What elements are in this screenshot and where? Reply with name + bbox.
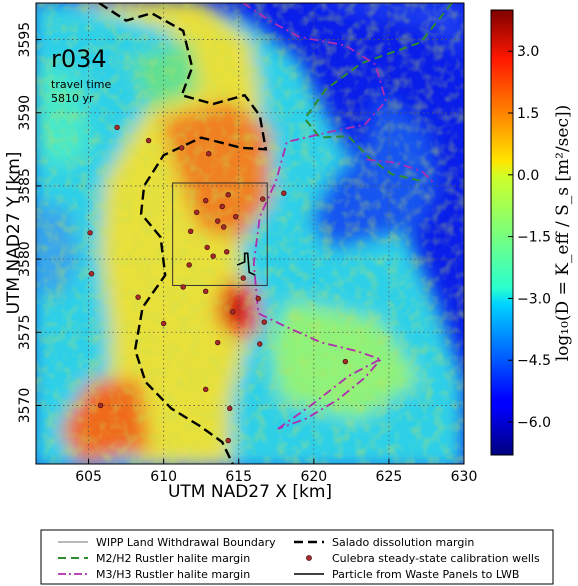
calibration-well-point: [215, 339, 221, 346]
colorbar-tick-label: −1.5: [517, 230, 551, 246]
calibration-well-point: [178, 145, 185, 151]
calibration-well-point: [202, 197, 209, 204]
calibration-well-point: [224, 249, 230, 255]
x-tick-label: 620: [300, 469, 327, 485]
m2h2-margin-line: [303, 3, 453, 183]
legend-label: Culebra steady-state calibration wells: [332, 552, 540, 565]
legend-label: M2/H2 Rustler halite margin: [96, 552, 250, 565]
calibration-well-point: [227, 405, 233, 412]
calibration-well-point: [114, 124, 120, 131]
x-tick-label: 625: [376, 469, 403, 485]
particle-path: [236, 252, 256, 276]
colorbar-tick-label: −3.0: [517, 291, 551, 307]
colorbar-title: log₁₀(D = K_eff / S_s [m²/sec]): [553, 105, 573, 362]
calibration-well-point: [225, 437, 231, 444]
salado-margin-line: [98, 3, 268, 464]
colorbar-ticks: 3.0 1.5 0.0 −1.5 −3.0 −4.5 −6.0: [508, 44, 551, 431]
y-tick-label: 3595: [17, 22, 33, 58]
calibration-well-point: [204, 244, 210, 251]
calibration-well-point: [87, 230, 93, 236]
legend-swatch: [306, 555, 312, 561]
wipp-boundary: [172, 182, 268, 286]
y-axis-ticks: 3570 3575 3580 3585 3590 3595: [17, 22, 41, 424]
y-tick-label: 3585: [17, 168, 33, 204]
x-axis-title: UTM NAD27 X [km]: [168, 482, 332, 502]
travel-time-value: 5810 yr: [51, 92, 94, 105]
calibration-well-point: [88, 271, 95, 277]
calibration-well-point: [261, 319, 267, 325]
legend-label: Salado dissolution margin: [332, 536, 474, 549]
calibration-well-point: [202, 288, 209, 295]
colorbar-tick-label: 3.0: [517, 44, 539, 60]
heatmap-texture: [36, 3, 464, 464]
calibration-well-point: [186, 262, 192, 268]
m3h3-margin-lower: [277, 357, 383, 430]
travel-time-label: travel time: [51, 78, 111, 91]
y-tick-label: 3590: [17, 95, 33, 131]
legend-label: WIPP Land Withdrawal Boundary: [96, 536, 276, 549]
colorbar-tick-label: 1.5: [517, 106, 539, 122]
calibration-well-point: [193, 209, 200, 215]
y-tick-label: 3580: [17, 241, 33, 277]
legend-box: [40, 529, 554, 585]
m3h3-margin-line: [242, 3, 387, 361]
calibration-well-point: [255, 295, 261, 302]
x-tick-label: 610: [150, 469, 177, 485]
y-axis-title: UTM NAD27 Y [km]: [4, 152, 24, 315]
calibration-well-point: [135, 294, 141, 300]
x-tick-label: 605: [75, 469, 102, 485]
colorbar: [490, 9, 514, 456]
calibration-well-point: [281, 190, 287, 196]
calibration-well-point: [210, 253, 216, 259]
legend: WIPP Land Withdrawal Boundary M2/H2 Rustl…: [58, 536, 540, 581]
calibration-well-point: [145, 137, 152, 144]
calibration-well-point: [257, 341, 263, 347]
plot-frame: [35, 2, 465, 465]
grid-lines: [36, 3, 464, 464]
legend-label: M3/H3 Rustler halite margin: [96, 568, 250, 581]
calibration-well-point: [180, 284, 186, 290]
calibration-well-point: [230, 309, 236, 315]
run-label: r034: [51, 45, 107, 73]
calibration-well-point: [233, 213, 239, 220]
y-tick-label: 3570: [17, 388, 33, 424]
colorbar-tick-label: −6.0: [517, 415, 551, 431]
y-tick-label: 3575: [17, 314, 33, 350]
calibration-well-point: [240, 275, 246, 281]
legend-label: Particle from Waste Panels to LWB: [332, 568, 519, 581]
heatmap-field: [36, 3, 464, 464]
calibration-well-point: [187, 228, 194, 235]
x-axis-ticks: 605 610 615 620 625 630: [75, 459, 477, 485]
calibration-well-point: [202, 386, 209, 393]
calibration-well-point: [206, 151, 212, 157]
map-overlays: [87, 3, 453, 464]
calibration-well-point: [221, 224, 227, 230]
m3h3-margin-upper: [366, 158, 435, 184]
calibration-well-point: [215, 218, 221, 224]
x-tick-label: 630: [451, 469, 478, 485]
colorbar-tick-label: 0.0: [517, 168, 539, 184]
calibration-well-point: [342, 358, 349, 365]
x-tick-label: 615: [225, 469, 252, 485]
colorbar-tick-label: −4.5: [517, 353, 551, 369]
calibration-well-point: [260, 196, 266, 202]
calibration-well-point: [219, 203, 225, 210]
calibration-well-point: [160, 320, 167, 327]
calibration-well-point: [97, 402, 104, 409]
calibration-well-point: [225, 192, 231, 198]
